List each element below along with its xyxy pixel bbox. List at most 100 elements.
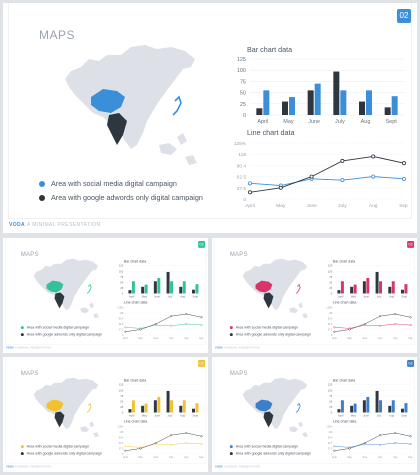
data-point	[170, 443, 173, 446]
legend-dot-social	[229, 445, 233, 449]
data-point	[200, 435, 203, 438]
x-tick-label: Sept	[199, 337, 203, 340]
sea-islands	[159, 133, 197, 165]
y-tick-label: 25	[329, 286, 333, 290]
bar	[366, 90, 372, 115]
bar	[144, 403, 148, 413]
x-tick-label: April	[332, 337, 337, 340]
y-tick-label: 100	[328, 388, 333, 392]
line-chart-title: Line chart data	[123, 418, 148, 424]
legend-item-adwords: Area with google adwords only digital ca…	[20, 332, 102, 337]
slide-thumb-yellow[interactable]: 02 MAPS Area with social media digital c…	[3, 357, 208, 472]
legend-dot-social	[39, 181, 45, 188]
bar	[144, 284, 148, 294]
bar	[362, 400, 366, 413]
data-point	[371, 154, 376, 159]
x-tick-label: May	[351, 294, 357, 298]
region-japan	[295, 402, 301, 413]
slide-thumb-pink[interactable]: 02 MAPS Area with social media digital c…	[212, 238, 417, 353]
bar	[353, 403, 357, 413]
data-point	[139, 447, 142, 450]
data-point	[200, 316, 203, 319]
line-chart-title: Line chart data	[332, 418, 357, 424]
x-tick-label: July	[378, 456, 383, 459]
bar	[128, 290, 132, 294]
bar	[179, 286, 183, 294]
data-point	[200, 443, 203, 446]
x-tick-label: June	[308, 119, 320, 125]
region-india	[263, 292, 274, 309]
y-tick-label: 90.4	[328, 436, 333, 439]
data-point	[379, 443, 382, 446]
line-chart-title: Line chart data	[123, 299, 148, 305]
legend-dot-adwords	[20, 333, 24, 337]
legend-dot-adwords	[229, 333, 233, 337]
bar	[195, 284, 199, 294]
bar	[391, 281, 395, 294]
data-point	[371, 174, 376, 179]
bar	[375, 390, 379, 413]
data-point	[124, 449, 127, 452]
legend-dot-adwords	[20, 452, 24, 456]
y-tick-label: 62.5	[119, 442, 124, 445]
x-tick-label: April	[338, 294, 344, 298]
bar	[404, 284, 408, 294]
y-tick-label: 125%	[326, 425, 333, 428]
bar	[256, 108, 263, 115]
y-tick-label: 0	[122, 291, 124, 295]
x-tick-label: April	[129, 413, 135, 417]
region-central-asia	[91, 89, 125, 113]
data-point	[363, 441, 366, 444]
x-tick-label: July	[335, 119, 345, 125]
data-point	[170, 324, 173, 327]
bar-chart-title: Bar chart data	[123, 377, 147, 383]
legend-dot-social	[20, 326, 24, 330]
x-tick-label: April	[245, 203, 255, 209]
sea-islands	[80, 421, 100, 438]
y-tick-label: 37.5	[237, 186, 247, 192]
bar	[153, 281, 157, 294]
series-line	[125, 313, 202, 332]
slide-thumb-green[interactable]: 02 MAPS Area with social media digital c…	[3, 238, 208, 353]
page-title: MAPS	[229, 250, 248, 258]
slide-footer: VODAA MINIMAL PRESENTATION	[215, 465, 260, 468]
bar	[141, 286, 145, 294]
x-tick-label: June	[153, 456, 159, 459]
slide-thumb-blue[interactable]: 02 MAPS Area with social media digital c…	[212, 357, 417, 472]
legend-label-social: Area with social media digital campaign	[26, 444, 90, 449]
bar	[404, 403, 408, 413]
region-japan	[172, 95, 182, 116]
data-point	[247, 181, 252, 186]
bar	[282, 101, 288, 115]
x-tick-label: June	[154, 294, 160, 298]
asia-landmass	[65, 45, 195, 149]
x-tick-label: Sept	[408, 456, 412, 459]
y-tick-label: 50	[120, 399, 124, 403]
bar	[366, 277, 370, 294]
data-point	[363, 322, 366, 325]
data-point	[333, 449, 336, 452]
data-point	[379, 324, 382, 327]
slide-main[interactable]: 02 MAPS Area with social media digital c…	[3, 3, 417, 233]
footer-text: A MINIMAL PRESENTATION	[223, 346, 261, 350]
bar	[388, 405, 392, 413]
y-tick-label: 118	[329, 312, 333, 315]
bar	[141, 405, 145, 413]
slide-content: 02 MAPS Area with social media digital c…	[3, 3, 417, 233]
footer-text: A MINIMAL PRESENTATION	[27, 222, 101, 228]
x-tick-label: July	[169, 456, 174, 459]
y-tick-label: 100	[328, 269, 333, 273]
data-point	[333, 445, 336, 448]
y-tick-label: 0	[122, 453, 124, 456]
bar	[170, 400, 174, 413]
y-tick-label: 0	[331, 291, 333, 295]
series-line	[125, 432, 202, 451]
region-india	[107, 113, 127, 145]
y-tick-label: 118	[238, 152, 246, 158]
data-point	[154, 322, 157, 325]
bar	[157, 396, 161, 413]
legend-item-adwords: Area with google adwords only digital ca…	[20, 451, 102, 456]
bar	[350, 286, 354, 294]
